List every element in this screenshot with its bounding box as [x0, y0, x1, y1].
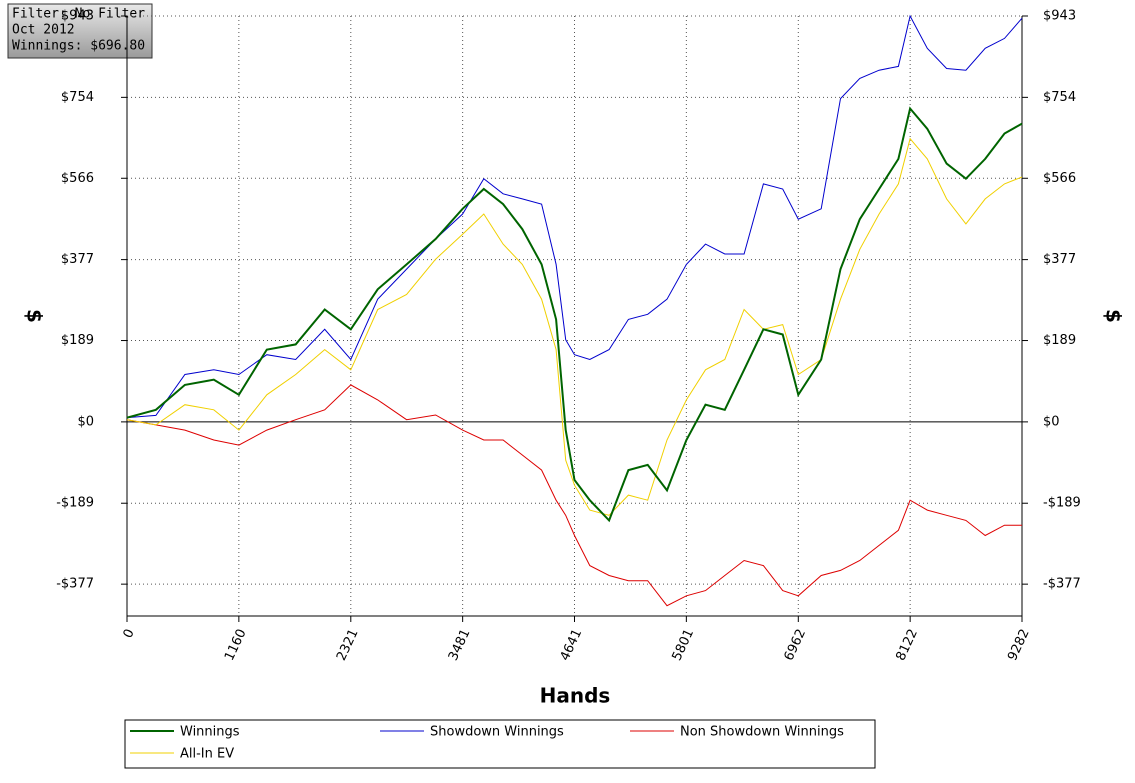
y-tick-label: $377 — [61, 252, 94, 267]
x-axis-label: Hands — [540, 684, 611, 708]
y2-tick-label: $943 — [1043, 9, 1076, 24]
series-line — [126, 14, 1023, 419]
y-tick-label: $189 — [61, 333, 94, 348]
x-tick-label: 4641 — [558, 627, 586, 663]
y-tick-label: -$189 — [56, 496, 94, 511]
x-tick-label: 1160 — [222, 627, 250, 663]
y-axis-label: $ — [1102, 309, 1126, 323]
annotation: Filter: No Filter — [12, 7, 145, 22]
x-tick-label: 3481 — [446, 627, 474, 663]
legend-label: All-In EV — [180, 747, 234, 762]
y-tick-label: $0 — [77, 414, 94, 429]
info-box — [7, 3, 153, 59]
x-tick-label: 2321 — [334, 627, 362, 663]
y2-tick-label: -$377 — [1043, 577, 1081, 592]
series-line — [126, 137, 1023, 516]
legend — [124, 719, 876, 769]
y-tick-label: -$377 — [56, 577, 94, 592]
legend-label: Winnings — [180, 725, 240, 740]
series-line — [126, 384, 1022, 607]
x-tick-label: 6962 — [782, 627, 810, 663]
y-axis-label: $ — [23, 309, 47, 323]
y-tick-label: $943 — [61, 9, 94, 24]
y2-tick-label: $0 — [1043, 414, 1060, 429]
legend-label: Non Showdown Winnings — [680, 725, 844, 740]
y2-tick-label: $566 — [1043, 171, 1076, 186]
y2-tick-label: $754 — [1043, 90, 1076, 105]
x-tick-label: 9282 — [1005, 627, 1033, 663]
x-tick-label: 0 — [121, 627, 138, 641]
y2-tick-label: $377 — [1043, 252, 1076, 267]
y-tick-label: $754 — [61, 90, 94, 105]
annotation: Oct 2012 — [12, 23, 75, 38]
y2-tick-label: $189 — [1043, 333, 1076, 348]
legend-label: Showdown Winnings — [430, 725, 564, 740]
annotation: Winnings: $696.80 — [12, 39, 145, 54]
y2-tick-label: -$189 — [1043, 496, 1081, 511]
x-tick-label: 5801 — [670, 627, 698, 663]
series-line — [126, 106, 1023, 523]
x-tick-label: 8122 — [893, 627, 921, 663]
y-tick-label: $566 — [61, 171, 94, 186]
